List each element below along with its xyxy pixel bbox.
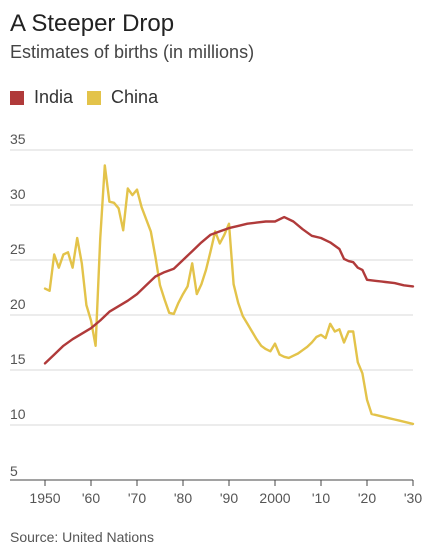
x-tick-label: 1950 [29, 490, 60, 506]
chart-title: A Steeper Drop [10, 10, 175, 37]
legend-label-india: India [34, 87, 74, 107]
x-tick-label: '10 [312, 490, 330, 506]
series-lines [43, 164, 415, 426]
x-tick-label: '60 [82, 490, 100, 506]
y-tick-label: 25 [10, 241, 26, 257]
x-tick-label: 2000 [259, 490, 290, 506]
legend-swatch-india [10, 90, 24, 105]
y-tick-label: 20 [10, 296, 26, 312]
y-axis-ticks: 5 10 15 20 25 30 35 [10, 131, 26, 479]
x-tick-label: '80 [174, 490, 192, 506]
series-line-china [43, 164, 415, 426]
x-tick-label: '20 [358, 490, 376, 506]
legend: India China [10, 87, 172, 108]
x-tick-label: '70 [128, 490, 146, 506]
y-tick-label: 5 [10, 463, 18, 479]
source-note: Source: United Nations [10, 529, 154, 545]
legend-swatch-china [87, 90, 102, 105]
y-tick-label: 35 [10, 131, 26, 147]
y-tick-label: 30 [10, 186, 26, 202]
x-axis-ticks: 1950 '60 '70 '80 '90 2000 '10 '20 '30 [29, 480, 422, 506]
legend-item-india: India [10, 87, 73, 108]
y-tick-label: 15 [10, 351, 26, 367]
legend-item-china: China [87, 87, 158, 108]
x-tick-label: '90 [220, 490, 238, 506]
y-tick-label: 10 [10, 406, 26, 422]
legend-label-china: China [111, 87, 159, 107]
chart-subtitle: Estimates of births (in millions) [10, 42, 255, 62]
series-line-india [43, 215, 415, 365]
gridlines [10, 149, 413, 481]
x-tick-label: '30 [404, 490, 422, 506]
